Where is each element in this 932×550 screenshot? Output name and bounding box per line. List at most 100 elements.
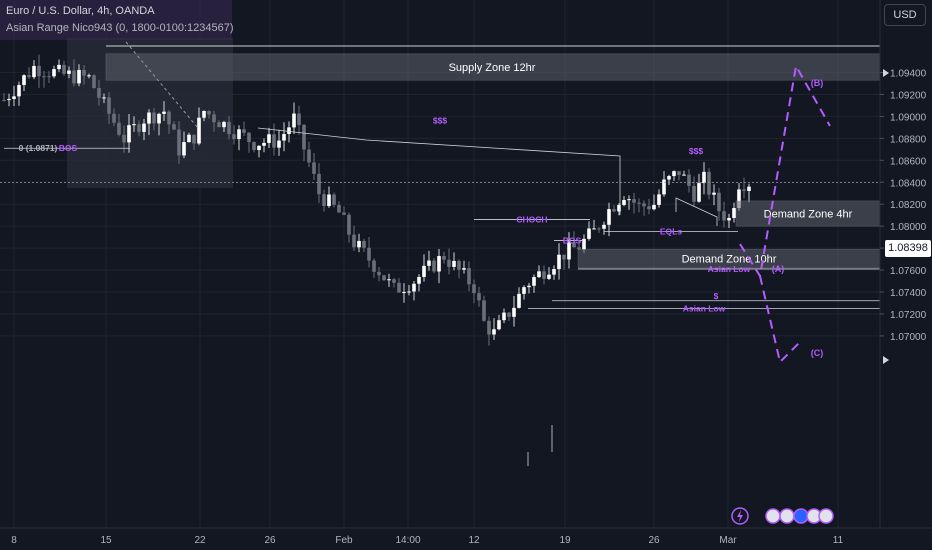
axis-arrow <box>883 356 889 364</box>
candle-body <box>647 206 651 210</box>
candle-body <box>297 113 301 125</box>
axis-arrow <box>883 69 889 77</box>
projection-label: (C) <box>811 348 824 358</box>
y-tick-label: 1.09200 <box>890 90 927 101</box>
candle-body <box>712 192 716 195</box>
candle-body <box>602 224 606 229</box>
candle-body <box>147 112 151 124</box>
annotation-label: BOS <box>59 143 78 153</box>
y-tick-label: 1.07200 <box>890 310 927 321</box>
candle-body <box>337 204 341 213</box>
candle-body <box>312 162 316 174</box>
candle-body <box>187 134 191 143</box>
candle-body <box>42 76 46 78</box>
candle-body <box>402 291 406 293</box>
candle-body <box>192 134 196 144</box>
candle-body <box>577 247 581 250</box>
candle-body <box>457 260 461 270</box>
indicator-header-box <box>0 0 232 40</box>
candle-body <box>102 97 106 99</box>
candle-body <box>522 287 526 294</box>
economic-event-icon[interactable] <box>793 508 809 524</box>
candle-body <box>197 117 201 144</box>
candle-body <box>357 240 361 248</box>
candle-body <box>137 124 141 132</box>
candle-body <box>702 171 706 184</box>
candle-body <box>427 260 431 266</box>
x-tick-label: Mar <box>719 535 737 546</box>
candle-body <box>442 256 446 260</box>
symbol-title: Euro / U.S. Dollar, 4h, OANDA <box>6 5 155 17</box>
candle-body <box>292 113 296 128</box>
candle-body <box>277 140 281 148</box>
annotation-label: $$$ <box>433 115 447 125</box>
candle-body <box>527 285 531 288</box>
candle-body <box>117 122 121 135</box>
candle-body <box>482 300 486 321</box>
x-tick-label: 19 <box>559 535 571 546</box>
x-tick-label: Feb <box>335 535 353 546</box>
lightning-event-icon[interactable] <box>731 507 749 525</box>
candle-body <box>362 240 366 248</box>
candle-body <box>472 284 476 294</box>
candle-body <box>52 69 56 77</box>
candle-body <box>282 133 286 141</box>
y-tick-label: 1.09400 <box>890 69 927 80</box>
candle-body <box>497 320 501 330</box>
candle-body <box>412 283 416 292</box>
x-tick-label: 15 <box>100 535 112 546</box>
candle-body <box>747 186 751 191</box>
liquidity-line <box>675 197 718 226</box>
candle-body <box>222 121 226 128</box>
candle-body <box>372 260 376 272</box>
candle-body <box>617 204 621 212</box>
x-tick-label: 11 <box>833 535 844 546</box>
projection-label: (B) <box>811 78 824 88</box>
candle-body <box>287 127 291 134</box>
candle-body <box>407 291 411 293</box>
economic-event-icon[interactable] <box>765 508 781 524</box>
candle-body <box>417 276 421 284</box>
candle-body <box>657 194 661 205</box>
candle-body <box>612 209 616 212</box>
annotation-label: 0 (1.0871) <box>19 143 58 153</box>
y-tick-label: 1.08200 <box>890 200 927 211</box>
candle-body <box>107 97 111 114</box>
candle-body <box>62 64 66 74</box>
candle-body <box>387 279 391 281</box>
y-tick-label: 1.09000 <box>890 112 927 123</box>
candle-body <box>557 254 561 270</box>
candle-body <box>592 228 596 230</box>
candle-body <box>72 70 76 84</box>
current-price-tag: 1.08398 <box>885 240 931 257</box>
candle-body <box>232 134 236 140</box>
candle-body <box>562 254 566 260</box>
economic-event-icon[interactable] <box>818 508 834 524</box>
candle-body <box>227 121 231 135</box>
candle-body <box>177 129 181 156</box>
candle-body <box>347 214 351 235</box>
zone-label: Supply Zone 12hr <box>449 62 536 74</box>
candle-body <box>637 202 641 204</box>
candle-body <box>447 259 451 267</box>
candle-body <box>692 185 696 202</box>
candle-body <box>437 256 441 272</box>
zone-box <box>735 200 881 227</box>
candle-body <box>327 194 331 207</box>
candle-body <box>217 122 221 128</box>
fib-diagonal <box>125 41 199 129</box>
candle-body <box>212 114 216 123</box>
candle-body <box>392 279 396 283</box>
economic-event-icon[interactable] <box>779 508 795 524</box>
candle-body <box>37 65 41 77</box>
annotation-label: EQLs <box>660 227 682 237</box>
candle-body <box>517 293 521 308</box>
currency-button[interactable]: USD <box>884 4 926 26</box>
candle-body <box>272 134 276 148</box>
candle-body <box>672 171 676 177</box>
candle-body <box>27 75 31 78</box>
candle-body <box>202 111 206 118</box>
candle-body <box>322 194 326 207</box>
